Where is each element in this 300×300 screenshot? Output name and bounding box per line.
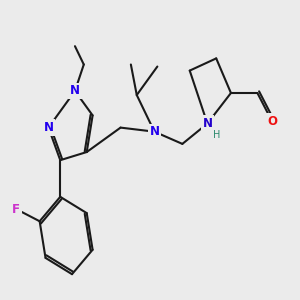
Text: H: H	[213, 130, 220, 140]
Text: N: N	[70, 85, 80, 98]
Text: N: N	[70, 85, 80, 98]
Text: N: N	[44, 121, 53, 134]
Text: N: N	[202, 117, 212, 130]
Text: F: F	[12, 202, 20, 215]
Text: N: N	[149, 125, 159, 138]
Text: O: O	[267, 115, 277, 128]
Text: N: N	[202, 117, 212, 130]
